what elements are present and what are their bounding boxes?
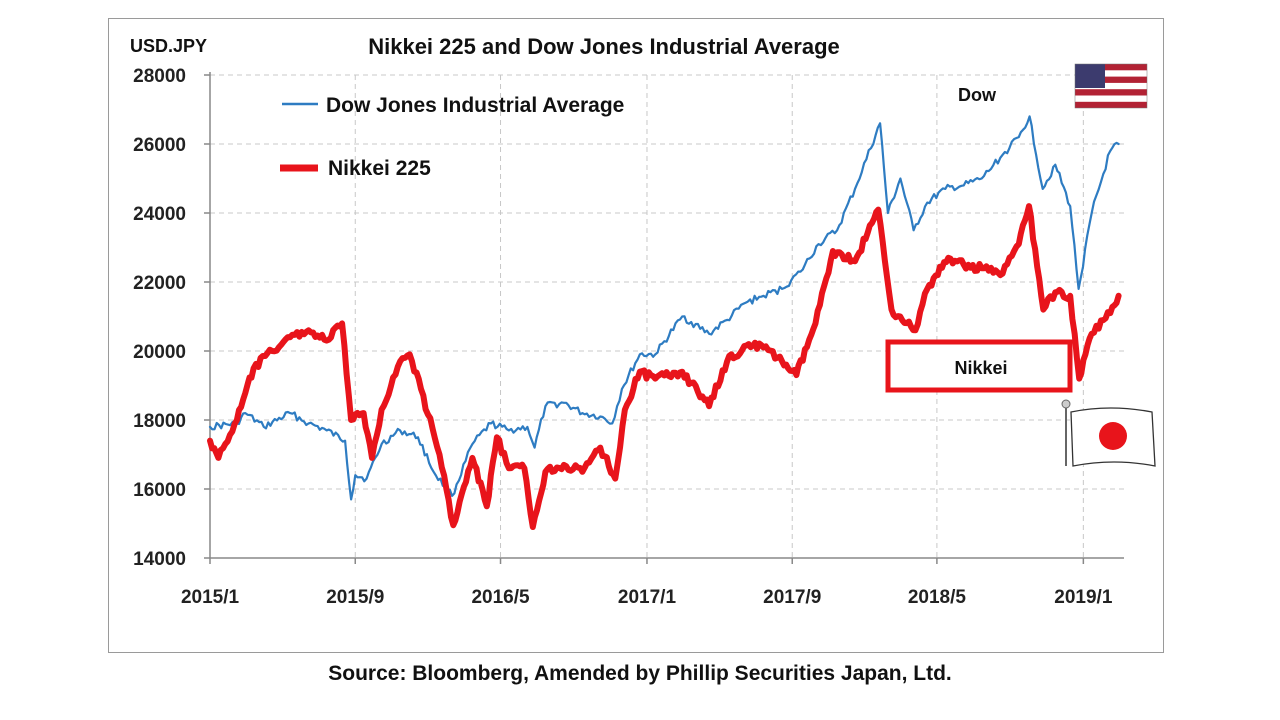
chart-frame [108, 18, 1164, 653]
x-tick-label: 2018/5 [908, 587, 967, 608]
y-tick-label: 24000 [133, 204, 186, 225]
x-tick-label: 2015/9 [326, 587, 384, 608]
y-axis-label: USD.JPY [130, 36, 207, 56]
y-tick-label: 14000 [133, 549, 186, 570]
annotation-nikkei: Nikkei [954, 358, 1007, 378]
x-tick-label: 2019/1 [1054, 587, 1113, 608]
legend-label-nikkei: Nikkei 225 [328, 157, 431, 180]
japan-flag-icon [1061, 399, 1156, 467]
y-tick-label: 18000 [133, 411, 186, 432]
series-line-nikkei [207, 203, 1122, 530]
annotation-dow: Dow [958, 85, 997, 105]
us-flag-icon [1074, 63, 1148, 109]
chart-title: Nikkei 225 and Dow Jones Industrial Aver… [368, 34, 840, 59]
x-tick-labels: 2015/1 2015/9 2016/5 2017/1 2017/9 2018/5 2019… [181, 558, 1113, 608]
annotation-nikkei-box: Nikkei [885, 339, 1073, 393]
x-tick-label: 2015/1 [181, 587, 240, 608]
legend-label-dow: Dow Jones Industrial Average [326, 94, 624, 117]
y-tick-label: 20000 [133, 342, 186, 363]
x-tick-label: 2017/1 [618, 587, 677, 608]
y-tick-label: 16000 [133, 480, 186, 501]
y-tick-label: 22000 [133, 273, 186, 294]
y-tick-label: 28000 [133, 66, 186, 87]
source-note: Source: Bloomberg, Amended by Phillip Se… [328, 662, 952, 685]
series-line-dow [208, 115, 1120, 501]
x-tick-label: 2017/9 [763, 587, 821, 608]
gridlines [209, 74, 1124, 558]
series-lines [207, 115, 1122, 530]
x-tick-label: 2016/5 [471, 587, 530, 608]
y-tick-label: 26000 [133, 135, 186, 156]
axes [209, 72, 1124, 559]
y-tick-labels: 14000 16000 18000 20000 22000 24000 26000 28000 [133, 66, 210, 570]
legend: Dow Jones Industrial Average Nikkei 225 [280, 94, 624, 180]
